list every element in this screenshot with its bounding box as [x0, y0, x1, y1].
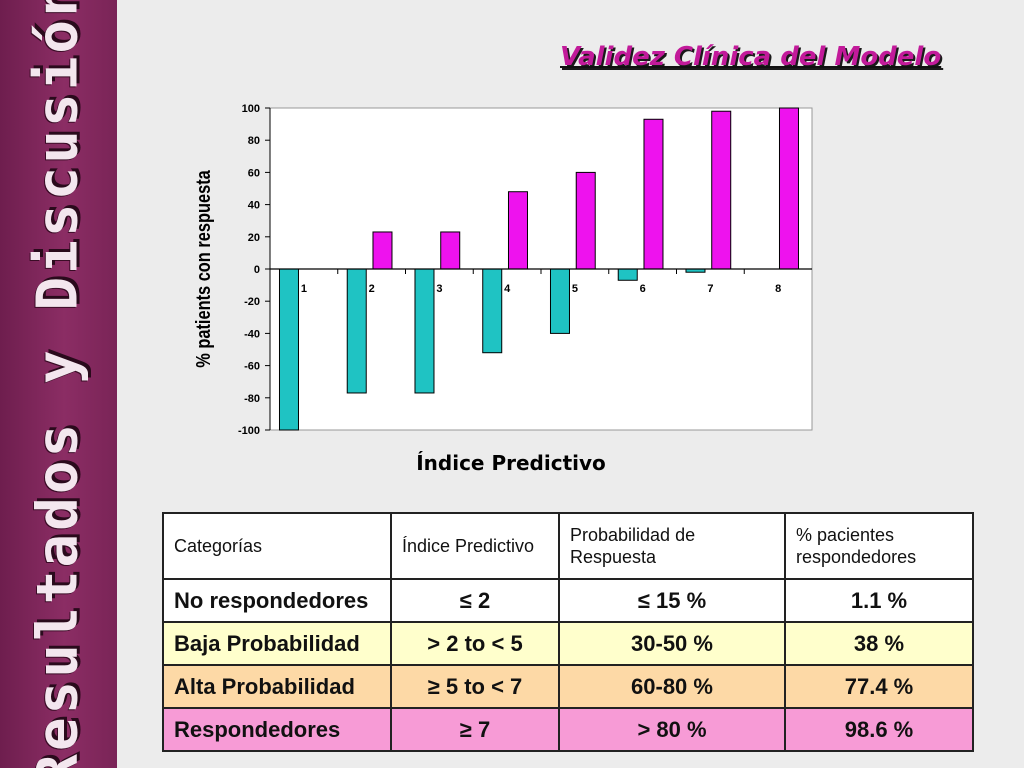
- bar-positive: [778, 107, 799, 270]
- bar-negative: [414, 268, 435, 394]
- y-tick-label: 80: [248, 135, 260, 147]
- x-tick-label: 7: [707, 283, 713, 295]
- table-cell: 38 %: [784, 621, 974, 666]
- y-tick-label: 20: [248, 232, 260, 244]
- table-cell: 77.4 %: [784, 664, 974, 709]
- y-tick-label: -40: [244, 328, 260, 340]
- x-tick-label: 4: [504, 283, 511, 295]
- table-cell: ≥ 5 to < 7: [390, 664, 560, 709]
- table-cell: ≥ 7: [390, 707, 560, 752]
- y-axis-label: % patients con respuesta: [191, 169, 214, 367]
- table-row: No respondedores ≤ 2 ≤ 15 % 1.1 %: [162, 578, 974, 623]
- bar-positive: [643, 118, 664, 270]
- table-row: Baja Probabilidad > 2 to < 5 30-50 % 38 %: [162, 621, 974, 666]
- table-cell: ≤ 15 %: [558, 578, 786, 623]
- bar-negative: [549, 268, 570, 334]
- bar-positive: [575, 171, 596, 270]
- y-tick-label: 0: [254, 264, 260, 276]
- bar-negative: [482, 268, 503, 354]
- bar-negative: [346, 268, 367, 394]
- bar-positive: [507, 191, 528, 270]
- table-cell: No respondedores: [162, 578, 392, 623]
- x-tick-label: 5: [572, 283, 578, 295]
- y-tick-label: -80: [244, 393, 260, 405]
- categories-table: Categorías Índice Predictivo Probabilidad …: [162, 512, 974, 752]
- slide-title: Validez Clínica del Modelo: [560, 42, 942, 72]
- table-cell: ≤ 2: [390, 578, 560, 623]
- table-header-cell: Probabilidad de Respuesta: [558, 512, 786, 580]
- bar-negative: [278, 268, 299, 431]
- y-tick-label: -100: [238, 425, 260, 437]
- table-header-row: Categorías Índice Predictivo Probabilidad …: [162, 512, 974, 580]
- bar-chart: 100 80 60 40 20 0 -20 -40 -60 -80 -100 1 2 3 4 5 6 7 8 Índi…: [191, 103, 813, 475]
- x-tick-label: 8: [775, 283, 781, 295]
- sidebar: Resultados y Discusión: [0, 0, 117, 768]
- y-tick-label: 60: [248, 167, 260, 179]
- y-tick-label: -60: [244, 361, 260, 373]
- table-cell: Alta Probabilidad: [162, 664, 392, 709]
- table-cell: 30-50 %: [558, 621, 786, 666]
- x-axis-label: Índice Predictivo: [416, 451, 606, 475]
- table-cell: 60-80 %: [558, 664, 786, 709]
- bar-positive: [372, 231, 393, 270]
- x-tick-label: 3: [436, 283, 442, 295]
- table-cell: 1.1 %: [784, 578, 974, 623]
- y-tick-label: 40: [248, 200, 260, 212]
- table-header-cell: % pacientes respondedores: [784, 512, 974, 580]
- section-title: Resultados y Discusión: [25, 0, 91, 768]
- bar-negative: [617, 268, 638, 281]
- x-tick-label: 1: [301, 283, 307, 295]
- table-cell: > 2 to < 5: [390, 621, 560, 666]
- table-header-cell: Categorías: [162, 512, 392, 580]
- table-cell: Baja Probabilidad: [162, 621, 392, 666]
- x-tick-label: 6: [640, 283, 646, 295]
- bar-positive: [711, 110, 732, 270]
- table-cell: Respondedores: [162, 707, 392, 752]
- table-cell: 98.6 %: [784, 707, 974, 752]
- table-row: Respondedores ≥ 7 > 80 % 98.6 %: [162, 707, 974, 752]
- table-cell: > 80 %: [558, 707, 786, 752]
- x-tick-label: 2: [369, 283, 375, 295]
- bar-positive: [440, 231, 461, 270]
- y-tick-label: 100: [242, 103, 260, 115]
- table-row: Alta Probabilidad ≥ 5 to < 7 60-80 % 77.4 %: [162, 664, 974, 709]
- table-header-cell: Índice Predictivo: [390, 512, 560, 580]
- y-tick-label: -20: [244, 296, 260, 308]
